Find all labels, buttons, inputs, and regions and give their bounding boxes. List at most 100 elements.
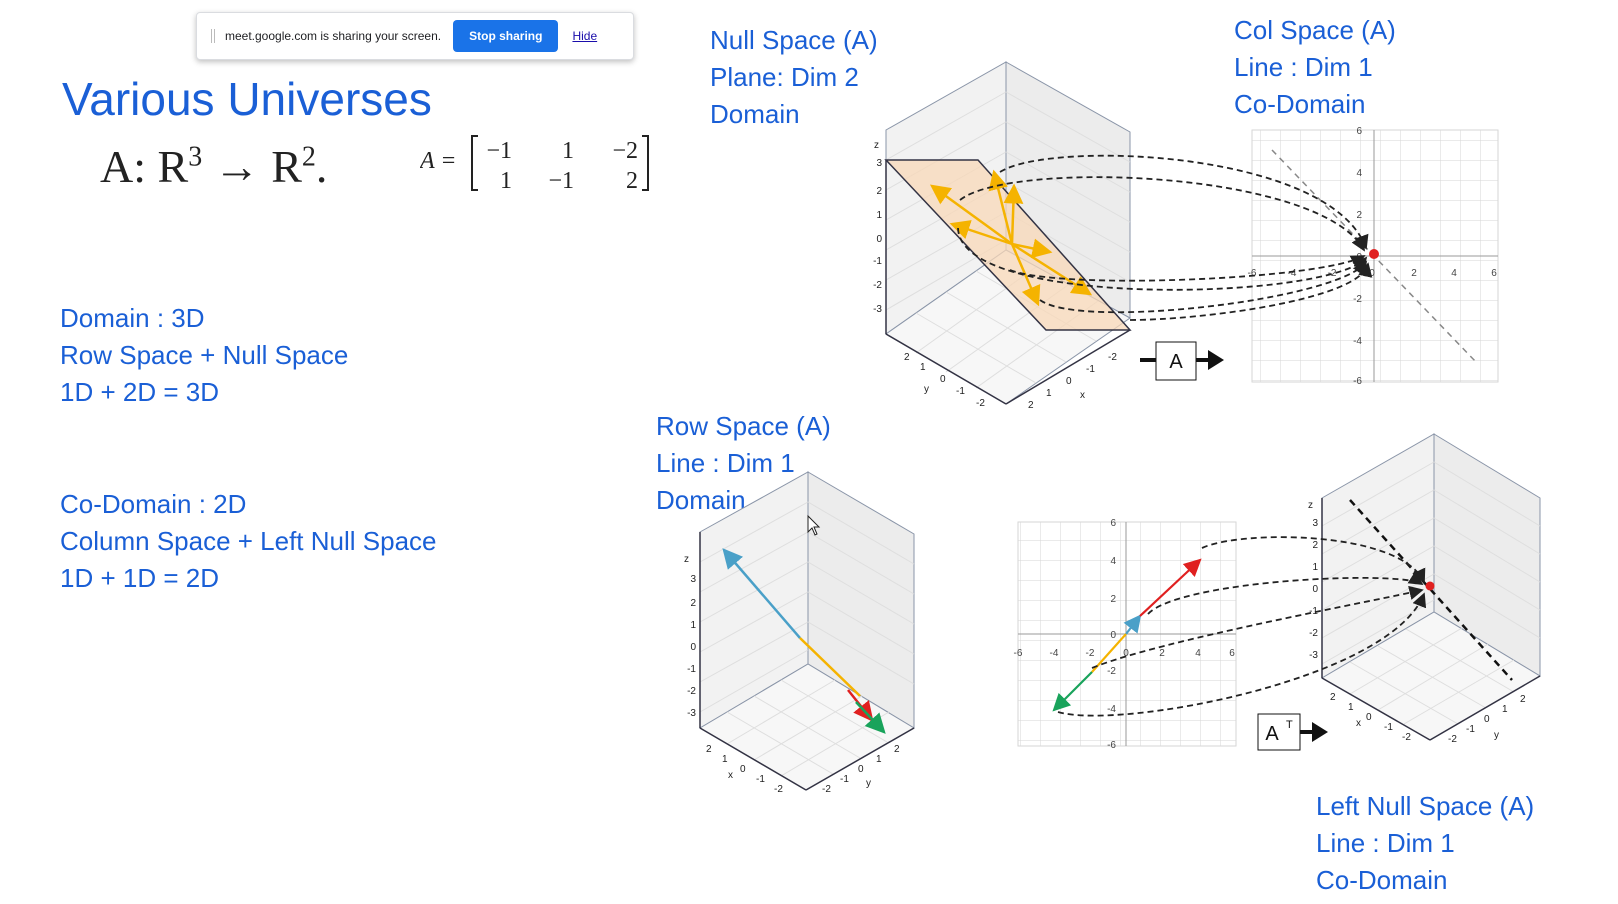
matrix-a: A = −1 1 −2 1 −1 2 — [420, 135, 649, 194]
map-at-arrow-icon — [1312, 722, 1328, 742]
mapping-formula: A: R3 → R2. — [100, 140, 327, 193]
tick-label: -2 — [1309, 628, 1318, 639]
tick-label: -2 — [822, 784, 831, 795]
tick-label: 0 — [940, 374, 946, 385]
axis-label-y: y — [1494, 730, 1499, 741]
axis-label-z: z — [1308, 500, 1313, 511]
tick-label: 1 — [722, 754, 728, 765]
map-a-arrow-icon — [1208, 350, 1224, 370]
mapping-domain: A: R — [100, 141, 189, 192]
stop-sharing-button[interactable]: Stop sharing — [453, 20, 559, 52]
tick-label: 0 — [1484, 714, 1490, 725]
tick-label: -4 — [1353, 336, 1362, 347]
mapping-codomain: R — [259, 141, 302, 192]
title-line: Plane: Dim 2 — [710, 62, 859, 92]
hide-link[interactable]: Hide — [572, 29, 598, 43]
axis-label-y: y — [924, 384, 929, 395]
axis-label-x: x — [1356, 718, 1361, 729]
matrix-cell: −2 — [612, 138, 638, 164]
domain-summary: Domain : 3D Row Space + Null Space 1D + … — [60, 300, 348, 411]
axis-label-z: z — [874, 140, 879, 151]
title-line: Row Space (A) — [656, 411, 831, 441]
tick-label: 4 — [1451, 268, 1457, 279]
map-a-box: A — [1140, 341, 1224, 381]
codomain-line: 1D + 1D = 2D — [60, 563, 219, 593]
mapping-exp-domain: 3 — [188, 141, 203, 173]
null-space-3d-plot: z 3 2 1 0 -1 -2 -3 2 1 0 -1 -2 y 2 1 0 -… — [873, 61, 1132, 411]
codomain-to-origin-arcs — [1057, 536, 1427, 717]
tick-label: 3 — [1312, 518, 1318, 529]
null-to-origin-arcs — [957, 154, 1373, 321]
tick-label: -1 — [840, 774, 849, 785]
tick-label: -1 — [1086, 364, 1095, 375]
tick-label: 0 — [876, 234, 882, 245]
tick-label: -3 — [873, 304, 882, 315]
tick-label: 6 — [1110, 518, 1116, 529]
title-line: Co-Domain — [1234, 89, 1366, 119]
tick-label: 1 — [876, 210, 882, 221]
map-at-label: A — [1265, 723, 1279, 745]
tick-label: 2 — [1330, 692, 1336, 703]
drag-handle-icon[interactable] — [211, 29, 215, 43]
codomain-2d-plot: 6 4 2 0 -2 -4 -6 -6 -4 -2 0 2 4 6 — [1014, 518, 1237, 751]
title-line: Line : Dim 1 — [1234, 52, 1373, 82]
tick-label: 1 — [876, 754, 882, 765]
map-at-rect — [1257, 713, 1301, 751]
tick-label: -2 — [687, 686, 696, 697]
tick-label: 0 — [690, 642, 696, 653]
row-space-vectors — [722, 548, 886, 734]
row-space-title: Row Space (A) Line : Dim 1 Domain — [656, 408, 831, 519]
share-message: meet.google.com is sharing your screen. — [225, 29, 442, 43]
tick-label: 2 — [1411, 268, 1417, 279]
matrix-left-bracket — [471, 135, 478, 191]
col-space-2d-plot: 6 4 2 0 -2 -4 -6 -6 -4 -2 0 2 4 6 — [1248, 126, 1499, 387]
tick-label: -2 — [1107, 666, 1116, 677]
tick-label: 0 — [1066, 376, 1072, 387]
left-null-space-3d-plot: z 3 2 1 0 -1 -2 -3 2 1 0 -1 -2 x -2 -1 0… — [1308, 433, 1541, 745]
map-at-box: A T — [1257, 713, 1328, 751]
tick-label: -2 — [774, 784, 783, 795]
origin-point — [1369, 249, 1379, 259]
tick-label: 0 — [740, 764, 746, 775]
tick-label: -2 — [1353, 294, 1362, 305]
axis-label-y: y — [866, 778, 871, 789]
tick-label: 2 — [690, 598, 696, 609]
tick-label: 0 — [1366, 712, 1372, 723]
tick-label: -1 — [873, 256, 882, 267]
matrix-cell: 2 — [626, 168, 638, 194]
matrix-cell: −1 — [486, 138, 512, 164]
mapping-exp-codomain: 2 — [301, 141, 316, 173]
axis-label-z: z — [684, 554, 689, 565]
matrix-cell: −1 — [548, 168, 574, 194]
tick-label: 2 — [876, 186, 882, 197]
tick-label: 0 — [858, 764, 864, 775]
tick-label: 2 — [1028, 400, 1034, 411]
codomain-summary: Co-Domain : 2D Column Space + Left Null … — [60, 486, 437, 597]
matrix-cell: 1 — [500, 168, 512, 194]
tick-label: 4 — [1195, 648, 1201, 659]
map-a-label: A — [1169, 351, 1183, 373]
domain-line: Domain : 3D — [60, 303, 205, 333]
tick-label: 6 — [1229, 648, 1235, 659]
codomain-line: Co-Domain : 2D — [60, 489, 247, 519]
tick-label: 1 — [1348, 702, 1354, 713]
tick-label: 0 — [1312, 584, 1318, 595]
tick-label: -2 — [1108, 352, 1117, 363]
title-line: Domain — [656, 485, 746, 515]
tick-label: 3 — [876, 158, 882, 169]
null-space-title: Null Space (A) Plane: Dim 2 Domain — [710, 22, 878, 133]
tick-label: -2 — [1086, 648, 1095, 659]
tick-label: 4 — [1110, 556, 1116, 567]
tick-label: -2 — [976, 398, 985, 409]
tick-label: 1 — [920, 362, 926, 373]
row-space-3d-plot: z 3 2 1 0 -1 -2 -3 2 1 0 -1 -2 x -2 -1 0… — [684, 471, 915, 795]
domain-line: 1D + 2D = 3D — [60, 377, 219, 407]
tick-label: 2 — [894, 744, 900, 755]
tick-label: 6 — [1356, 126, 1362, 137]
null-space-vectors — [929, 169, 1093, 307]
codomain-vectors — [1052, 558, 1202, 712]
tick-label: 2 — [1520, 694, 1526, 705]
screen-share-bar: meet.google.com is sharing your screen. … — [196, 12, 634, 60]
title-line: Co-Domain — [1316, 865, 1448, 895]
tick-label: -3 — [687, 708, 696, 719]
